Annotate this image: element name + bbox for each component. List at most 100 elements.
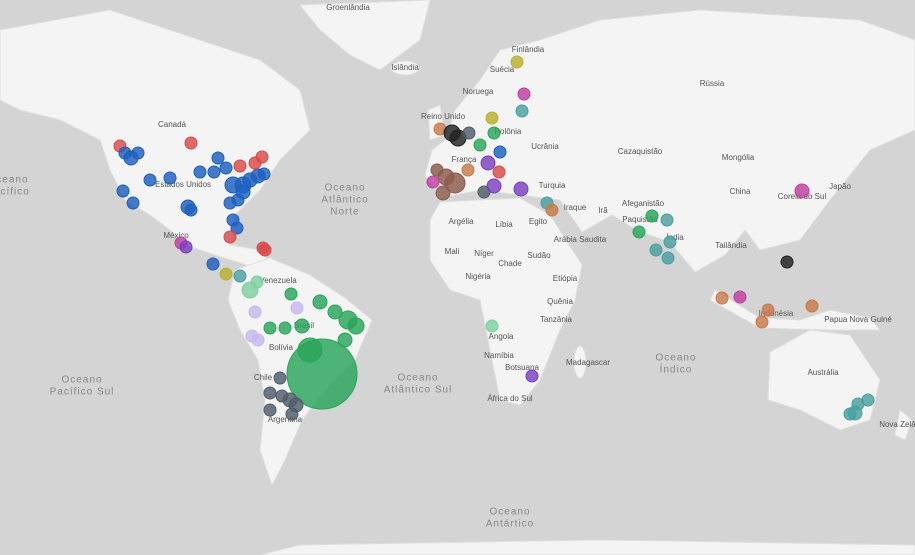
marker (294, 318, 310, 334)
country-label: Reino Unido (421, 112, 466, 121)
marker (493, 145, 507, 159)
ocean-label: Atlântico Sul (384, 385, 453, 396)
marker (258, 243, 272, 257)
africa (429, 197, 583, 406)
marker (480, 155, 496, 171)
marker (843, 407, 857, 421)
marker (257, 167, 271, 181)
country-label: Islândia (391, 63, 419, 72)
country-label: Bolívia (269, 343, 294, 352)
marker (444, 172, 466, 194)
marker (235, 184, 251, 200)
marker (207, 165, 221, 179)
country-label: Irã (598, 206, 608, 215)
marker (805, 299, 819, 313)
country-label: Quênia (547, 297, 573, 306)
marker (233, 269, 247, 283)
country-label: Índia (666, 233, 684, 242)
antarctica (259, 539, 915, 555)
country-label: Groenlândia (326, 3, 370, 12)
marker (248, 305, 262, 319)
marker (250, 275, 264, 289)
markers (113, 55, 875, 421)
marker (649, 243, 663, 257)
marker (312, 294, 328, 310)
iceland (390, 60, 420, 76)
marker (485, 111, 499, 125)
madagascar (573, 345, 587, 379)
ocean-label: Antártico (486, 519, 534, 530)
country-label: Paquistão (622, 215, 658, 224)
ocean-label: Oceano (397, 373, 438, 384)
ocean-label: Oceano (489, 507, 530, 518)
marker (632, 225, 646, 239)
marker (223, 230, 237, 244)
marker (435, 185, 451, 201)
country-label: Nigéria (465, 272, 491, 281)
country-label: Angola (489, 332, 514, 341)
marker (780, 255, 794, 269)
marker (219, 161, 233, 175)
ocean-label: Oceano (0, 175, 29, 186)
country-label: França (452, 155, 477, 164)
marker (715, 291, 729, 305)
marker (525, 369, 539, 383)
marker (179, 240, 193, 254)
marker (645, 209, 659, 223)
country-label: Cazaquistão (618, 147, 663, 156)
marker (492, 165, 506, 179)
ocean-label: Oceano (61, 375, 102, 386)
marker (219, 267, 233, 281)
country-label: Botsuana (505, 363, 539, 372)
marker (515, 104, 529, 118)
marker (285, 407, 299, 421)
marker (462, 126, 476, 140)
country-label: China (730, 187, 751, 196)
country-label: Líbia (495, 220, 513, 229)
country-label: Chade (498, 259, 522, 268)
country-label: Noruega (463, 87, 494, 96)
marker (297, 337, 323, 363)
labels: Groenlândia Islândia Finlândia Suécia Norueg… (0, 3, 915, 530)
marker (661, 251, 675, 265)
ocean-label: Norte (330, 207, 359, 218)
marker (278, 321, 292, 335)
ocean-label: Atlântico (321, 195, 368, 206)
marker (273, 371, 287, 385)
country-label: Estados Unidos (155, 180, 211, 189)
marker (223, 196, 237, 210)
marker (184, 203, 198, 217)
country-label: Níger (474, 249, 494, 258)
country-label: Afeganistão (622, 199, 665, 208)
marker (206, 257, 220, 271)
marker (230, 221, 244, 235)
country-label: Mongólia (722, 153, 755, 162)
marker (251, 333, 265, 347)
country-label: Namíbia (484, 351, 514, 360)
marker (211, 151, 225, 165)
ocean-label: Pacífico Sul (50, 387, 115, 398)
country-label: Turquia (539, 181, 566, 190)
marker (255, 150, 269, 164)
marker (487, 126, 501, 140)
marker (327, 304, 343, 320)
marker (485, 319, 499, 333)
marker (755, 315, 769, 329)
marker (163, 171, 177, 185)
country-label: Ucrânia (531, 142, 559, 151)
country-label: Sudão (527, 251, 551, 260)
country-label: Argentina (268, 415, 303, 424)
marker (347, 317, 365, 335)
country-label: Tanzânia (540, 315, 573, 324)
country-label: Egito (529, 217, 548, 226)
ocean-label: Oceano (655, 353, 696, 364)
north-america (0, 9, 311, 267)
marker (430, 163, 444, 177)
ocean-label: Oceano (324, 183, 365, 194)
marker (513, 181, 529, 197)
marker (517, 87, 531, 101)
marker (116, 184, 130, 198)
marker (126, 196, 140, 210)
eurasia (424, 9, 915, 273)
